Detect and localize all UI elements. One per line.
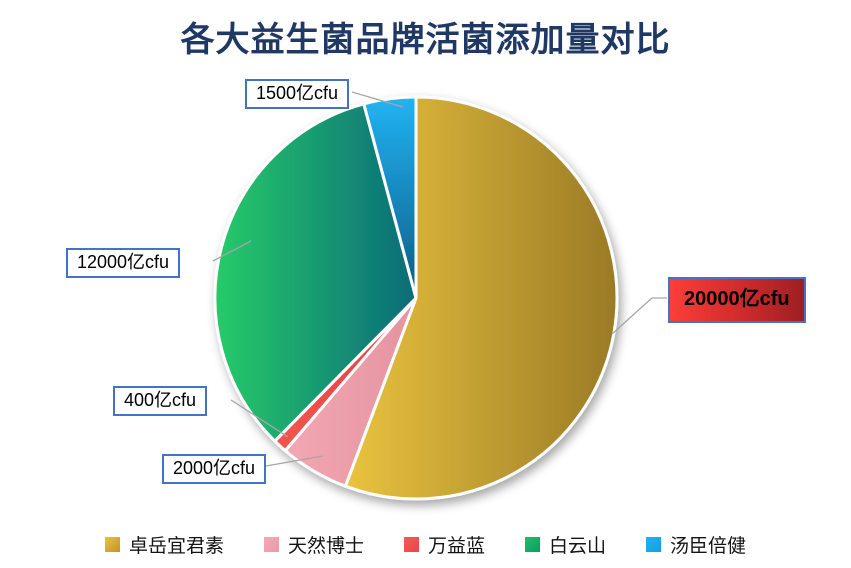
pie — [213, 95, 619, 501]
legend-item-baiyunshan: 白云山 — [525, 531, 606, 558]
legend-label: 汤臣倍健 — [670, 535, 747, 557]
legend-item-tianran-boshi: 天然博士 — [263, 531, 364, 558]
legend-item-wanyilan: 万益蓝 — [403, 531, 485, 558]
legend-label: 万益蓝 — [427, 535, 485, 557]
legend-item-tangchen-beijian: 汤臣倍健 — [646, 531, 746, 558]
leader-line-1 — [611, 297, 667, 335]
leader-line-2 — [265, 455, 324, 467]
legend-label: 卓岳宜君素 — [128, 535, 224, 557]
callout-20000-cfu: 20000亿cfu — [668, 277, 806, 323]
legend-item-zhuoyue-yijunsu: 卓岳宜君素 — [104, 531, 224, 558]
callout-2000-cfu: 2000亿cfu — [162, 454, 267, 484]
leader-line-5 — [351, 91, 404, 108]
leader-lines — [212, 91, 667, 467]
legend-label: 天然博士 — [287, 535, 364, 557]
legend: 卓岳宜君素 天然博士 万益蓝 白云山 汤臣倍健 — [0, 531, 851, 557]
legend-swatch-zhuoyue-yijunsu — [104, 536, 120, 552]
leader-line-4 — [212, 240, 252, 262]
pie-slice-5 — [362, 95, 418, 300]
legend-swatch-tianran-boshi — [263, 536, 279, 552]
pie-slice-4 — [213, 102, 418, 443]
callout-400-cfu: 400亿cfu — [113, 386, 208, 416]
pie-slice-1 — [343, 95, 619, 501]
callout-1500-cfu: 1500亿cfu — [245, 79, 350, 109]
legend-label: 白云山 — [549, 535, 607, 557]
callout-12000-cfu: 12000亿cfu — [66, 248, 181, 278]
legend-swatch-wanyilan — [403, 536, 419, 552]
legend-swatch-tangchen-beijian — [646, 536, 662, 552]
leader-line-3 — [230, 399, 289, 438]
chart-title: 各大益生菌品牌活菌添加量对比 — [180, 21, 671, 59]
legend-swatch-baiyunshan — [525, 536, 540, 552]
